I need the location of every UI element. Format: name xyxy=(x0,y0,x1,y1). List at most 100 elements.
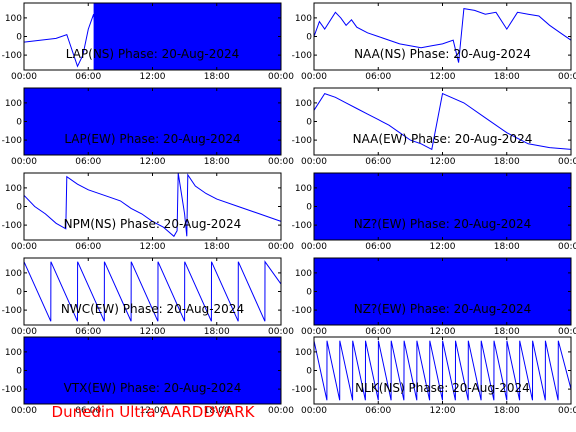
x-tick-label: 18:00 xyxy=(494,72,520,82)
y-tick-label: 100 xyxy=(5,99,22,109)
panel-2: 100 0 -100 00:00 06:00 12:00 18:00 00:00 LAP(EW)… xyxy=(2,87,294,167)
panel-title: NAA(EW) Phase: 20-Aug-2024 xyxy=(353,132,533,146)
y-tick-label: 0 xyxy=(16,33,22,43)
phase-trace-series-0 xyxy=(313,178,572,235)
x-tick-label: 00:00 xyxy=(268,242,294,252)
x-tick-label: 18:00 xyxy=(204,327,230,337)
x-tick-label: 06:00 xyxy=(365,157,391,167)
x-tick-label: 18:00 xyxy=(494,242,520,252)
y-tick-label: 0 xyxy=(16,118,22,128)
y-tick-label: 0 xyxy=(306,367,312,377)
x-tick-label: 06:00 xyxy=(75,72,101,82)
panel-6: 100 0 -100 00:00 06:00 12:00 18:00 00:00 NWC(EW)… xyxy=(2,257,294,337)
x-tick-label: 00:00 xyxy=(301,327,327,337)
x-tick-label: 12:00 xyxy=(430,242,456,252)
y-tick-label: -100 xyxy=(2,136,23,146)
phase-trace-series-0 xyxy=(313,8,572,63)
x-tick-label: 18:00 xyxy=(204,72,230,82)
panel-7: 100 0 -100 00:00 06:00 12:00 18:00 00:00 NZ?(EW)… xyxy=(292,257,576,337)
x-tick-label: 00:00 xyxy=(11,327,37,337)
x-tick-label: 00:00 xyxy=(558,242,576,252)
panel-5: 100 0 -100 00:00 06:00 12:00 18:00 00:00 NZ?(EW)… xyxy=(292,172,576,252)
y-tick-label: -100 xyxy=(2,306,23,316)
y-tick-label: -100 xyxy=(2,221,23,231)
x-tick-label: 00:00 xyxy=(558,406,576,416)
y-tick-label: -100 xyxy=(2,385,23,395)
x-tick-label: 00:00 xyxy=(11,406,37,416)
x-tick-label: 18:00 xyxy=(204,157,230,167)
x-tick-label: 12:00 xyxy=(430,72,456,82)
y-tick-label: 100 xyxy=(295,348,312,358)
phase-trace-series-0 xyxy=(23,342,282,399)
panel-title: NZ?(EW) Phase: 20-Aug-2024 xyxy=(354,217,532,231)
x-tick-label: 00:00 xyxy=(558,327,576,337)
x-tick-label: 12:00 xyxy=(430,327,456,337)
panel-4: 100 0 -100 00:00 06:00 12:00 18:00 00:00 NPM(NS)… xyxy=(2,172,294,252)
x-tick-label: 00:00 xyxy=(11,72,37,82)
phase-trace-series-0 xyxy=(313,92,572,151)
y-tick-label: 100 xyxy=(5,269,22,279)
x-tick-label: 06:00 xyxy=(75,406,101,416)
x-tick-label: 12:00 xyxy=(140,327,166,337)
x-tick-label: 18:00 xyxy=(494,327,520,337)
x-tick-label: 00:00 xyxy=(11,157,37,167)
y-tick-label: 100 xyxy=(295,99,312,109)
x-tick-label: 06:00 xyxy=(365,72,391,82)
panel-8: 100 0 -100 00:00 06:00 12:00 18:00 00:00 VTX(EW)… xyxy=(2,336,294,416)
y-tick-label: -100 xyxy=(292,221,313,231)
panel-title: NZ?(EW) Phase: 20-Aug-2024 xyxy=(354,302,532,316)
x-tick-label: 00:00 xyxy=(268,72,294,82)
panel-title: NWC(EW) Phase: 20-Aug-2024 xyxy=(61,302,244,316)
x-tick-label: 18:00 xyxy=(204,406,230,416)
panel-0: 100 0 -100 00:00 06:00 12:00 18:00 00:00 LAP(NS)… xyxy=(2,2,294,82)
y-tick-label: -100 xyxy=(2,51,23,61)
x-tick-label: 00:00 xyxy=(558,72,576,82)
x-tick-label: 06:00 xyxy=(365,327,391,337)
y-tick-label: -100 xyxy=(292,306,313,316)
panel-3: 100 0 -100 00:00 06:00 12:00 18:00 00:00 NAA(EW)… xyxy=(292,87,576,167)
x-tick-label: 00:00 xyxy=(558,157,576,167)
panel-9: 100 0 -100 00:00 06:00 12:00 18:00 00:00 NLK(NS)… xyxy=(292,336,576,416)
phase-trace-series-0 xyxy=(313,263,572,320)
panel-title: NAA(NS) Phase: 20-Aug-2024 xyxy=(354,47,531,61)
x-tick-label: 06:00 xyxy=(75,157,101,167)
x-tick-label: 12:00 xyxy=(140,242,166,252)
x-tick-label: 00:00 xyxy=(268,406,294,416)
y-tick-label: 100 xyxy=(295,269,312,279)
x-tick-label: 00:00 xyxy=(268,157,294,167)
x-tick-label: 12:00 xyxy=(430,157,456,167)
y-tick-label: 100 xyxy=(5,184,22,194)
y-tick-label: 100 xyxy=(295,184,312,194)
y-tick-label: 0 xyxy=(16,367,22,377)
panel-title: NPM(NS) Phase: 20-Aug-2024 xyxy=(64,217,242,231)
x-tick-label: 18:00 xyxy=(494,406,520,416)
y-tick-label: 0 xyxy=(306,203,312,213)
x-tick-label: 06:00 xyxy=(75,327,101,337)
panel-title: VTX(EW) Phase: 20-Aug-2024 xyxy=(64,381,242,395)
y-tick-label: 0 xyxy=(16,203,22,213)
y-tick-label: 100 xyxy=(5,14,22,24)
x-tick-label: 12:00 xyxy=(140,157,166,167)
panel-title: LAP(NS) Phase: 20-Aug-2024 xyxy=(66,47,240,61)
y-tick-label: 100 xyxy=(5,348,22,358)
footer-credit: Dunedin Ultra AARDDVARK xyxy=(51,403,255,421)
phase-trace-series-0 xyxy=(23,260,282,322)
x-tick-label: 00:00 xyxy=(268,327,294,337)
y-tick-label: 100 xyxy=(295,14,312,24)
phase-trace-series-0 xyxy=(23,8,282,68)
x-tick-label: 00:00 xyxy=(301,72,327,82)
panel-1: 100 0 -100 00:00 06:00 12:00 18:00 00:00 NAA(NS)… xyxy=(292,2,576,82)
x-tick-label: 00:00 xyxy=(301,157,327,167)
x-tick-label: 18:00 xyxy=(204,242,230,252)
x-tick-label: 06:00 xyxy=(365,242,391,252)
x-tick-label: 06:00 xyxy=(75,242,101,252)
x-tick-label: 06:00 xyxy=(365,406,391,416)
x-tick-label: 00:00 xyxy=(301,406,327,416)
y-tick-label: -100 xyxy=(292,51,313,61)
y-tick-label: -100 xyxy=(292,136,313,146)
phase-trace-series-0 xyxy=(23,172,282,238)
x-tick-label: 00:00 xyxy=(11,242,37,252)
y-tick-label: 0 xyxy=(306,288,312,298)
x-tick-label: 00:00 xyxy=(301,242,327,252)
